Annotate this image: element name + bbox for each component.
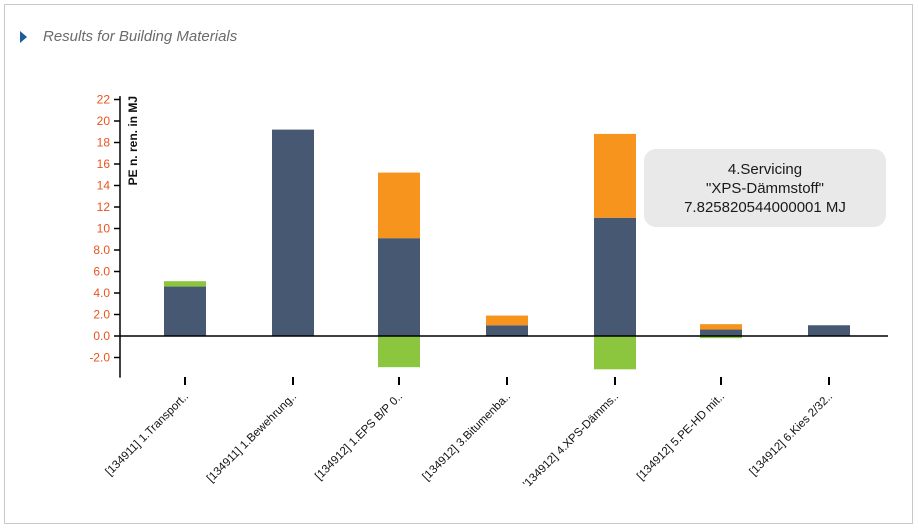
tooltip-line-3: 7.825820544000001 MJ	[684, 198, 846, 216]
y-tick-label: 4.0	[93, 286, 110, 300]
x-tick-label: [134912] 6.Kies 2/32..	[748, 391, 836, 479]
y-axis-title: PE n. ren. in MJ	[126, 96, 140, 185]
y-tick-label: 10	[97, 222, 111, 236]
bar-servicing	[378, 172, 420, 239]
x-tick-label: [134911] 1.Transport..	[104, 391, 192, 479]
bar-base	[164, 286, 206, 336]
caret-right-icon[interactable]	[20, 30, 27, 43]
bar-base	[700, 329, 742, 336]
y-tick-label: 18	[97, 136, 111, 150]
chart-panel	[4, 4, 913, 524]
tooltip-line-1: 4.Servicing	[727, 160, 803, 178]
x-tick-label: [134912] 3.Bitumenba..	[421, 391, 514, 484]
y-tick-label: 12	[97, 200, 111, 214]
bar-base	[808, 325, 850, 336]
bar-servicing	[700, 324, 742, 330]
y-tick-label: 2.0	[93, 308, 110, 322]
x-tick-label: [134911] 1.Bewehrung..	[205, 391, 299, 485]
section-header[interactable]: Results for Building Materials	[20, 28, 237, 45]
bar-negative	[700, 336, 742, 339]
bar-base	[272, 129, 314, 336]
bar-negative	[164, 281, 206, 287]
tooltip-line-2: "XPS-Dämmstoff"	[706, 179, 824, 197]
bar-servicing	[594, 133, 636, 218]
y-tick-label: 14	[97, 179, 111, 193]
y-tick-label: 6.0	[93, 265, 110, 279]
x-tick-label: [134912] 1.EPS B/P 0..	[313, 391, 405, 483]
x-tick-label: '134912] 4.XPS-Dämms..	[521, 391, 621, 491]
bar-negative	[378, 336, 420, 368]
y-tick-label: -2.0	[89, 351, 110, 365]
y-tick-label: 22	[97, 93, 111, 107]
bar-tooltip: 4.Servicing "XPS-Dämmstoff" 7.8258205440…	[644, 149, 886, 227]
bar-base	[378, 238, 420, 336]
y-tick-label: 8.0	[93, 243, 110, 257]
bar-negative	[594, 336, 636, 370]
x-tick-label: [134912] 5.PE-HD mit..	[635, 391, 727, 483]
bar-base	[486, 325, 528, 336]
bar-servicing	[486, 315, 528, 326]
bar-base	[594, 217, 636, 336]
y-tick-label: 0.0	[93, 329, 110, 343]
y-tick-label: 20	[97, 114, 111, 128]
section-title: Results for Building Materials	[43, 28, 238, 45]
y-tick-label: 16	[97, 157, 111, 171]
